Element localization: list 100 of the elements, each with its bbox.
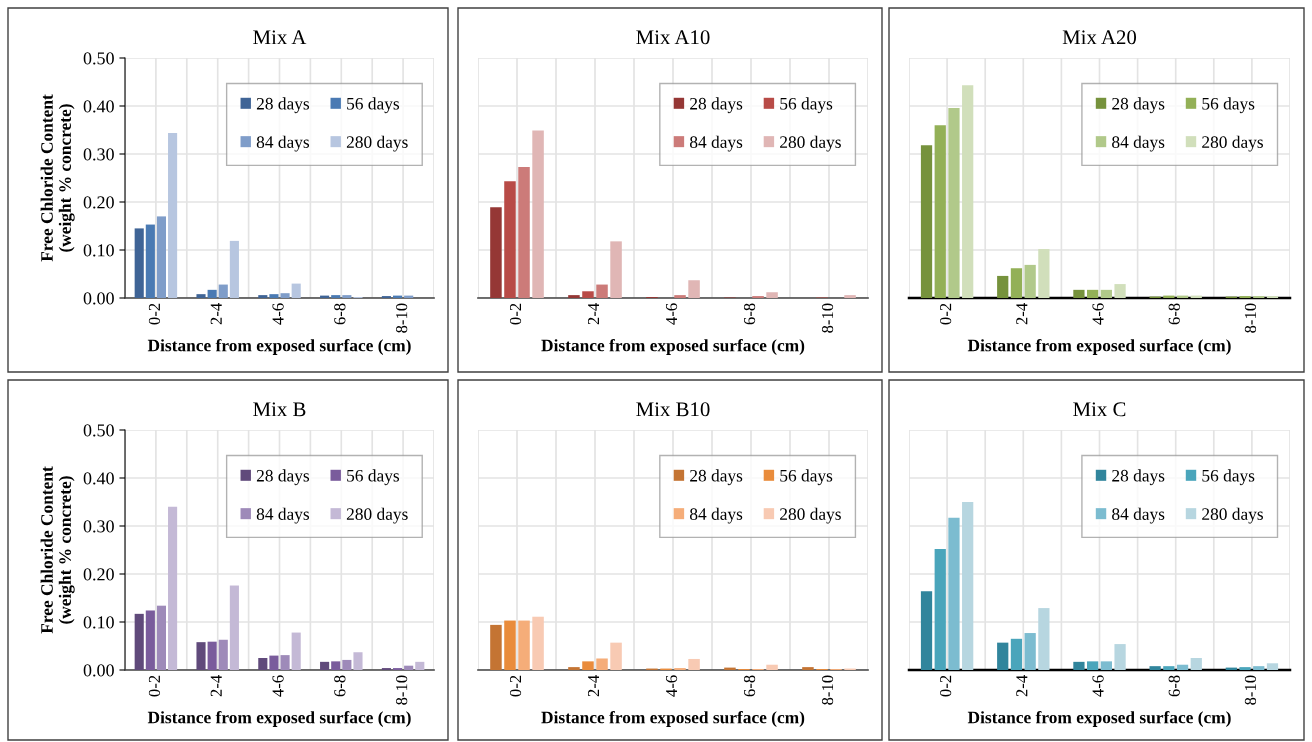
- x-tick-label: 8-10: [821, 675, 834, 705]
- bar: [610, 241, 622, 298]
- bar: [280, 655, 290, 670]
- bar: [532, 616, 544, 670]
- bar: [269, 294, 279, 298]
- x-tick-label: 6-8: [743, 303, 756, 325]
- x-tick-label: 6-8: [1168, 303, 1180, 325]
- legend-label: 28 days: [256, 97, 310, 114]
- bar: [134, 613, 144, 670]
- y-tick-label: 0.50: [83, 424, 114, 437]
- legend-label: 280 days: [346, 135, 408, 152]
- bar: [934, 549, 946, 670]
- bar: [1010, 268, 1023, 298]
- y-axis-title: Free Chloride Content (weight % concrete): [40, 466, 75, 634]
- bar: [518, 620, 530, 670]
- bar: [948, 517, 960, 670]
- bar: [596, 284, 608, 298]
- bar: [532, 130, 544, 298]
- legend-label: 280 days: [1202, 135, 1263, 152]
- bar: [1073, 289, 1085, 298]
- bar: [997, 275, 1009, 298]
- legend-label: 28 days: [1112, 97, 1165, 114]
- legend-label: 28 days: [1112, 469, 1165, 486]
- x-axis-title: Distance from exposed surface (cm): [541, 338, 805, 355]
- bar: [415, 661, 425, 670]
- bar: [1149, 666, 1161, 670]
- bar: [766, 664, 778, 670]
- bar: [1073, 661, 1085, 670]
- bar: [342, 659, 352, 670]
- x-tick-label: 8-10: [1244, 675, 1257, 705]
- bar: [962, 85, 974, 298]
- x-tick-label: 0-2: [509, 303, 522, 325]
- bar: [1024, 264, 1036, 298]
- x-tick-label: 2-4: [210, 303, 222, 325]
- bar: [207, 641, 217, 670]
- bar: [688, 658, 700, 670]
- y-axis-title: Free Chloride Content (weight % concrete): [40, 94, 75, 262]
- bar: [320, 661, 330, 670]
- bar: [258, 295, 268, 298]
- bar: [1266, 663, 1279, 670]
- x-tick-label: 8-10: [821, 303, 834, 333]
- bar: [1100, 661, 1112, 670]
- x-axis-title: Distance from exposed surface (cm): [541, 710, 805, 727]
- x-axis-title: Distance from exposed surface (cm): [967, 710, 1231, 727]
- legend-label: 56 days: [1202, 469, 1255, 486]
- y-tick-label: 0.00: [83, 292, 114, 305]
- legend-label: 56 days: [347, 469, 400, 486]
- bar: [218, 284, 228, 298]
- bar: [1100, 289, 1112, 298]
- x-tick-label: 2-4: [587, 675, 600, 697]
- bar: [1024, 633, 1036, 670]
- legend-label: 28 days: [256, 469, 310, 486]
- y-tick-label: 0.50: [83, 52, 114, 65]
- chart-title: Mix A: [253, 30, 307, 45]
- bar: [331, 295, 341, 298]
- x-tick-label: 0-2: [148, 303, 161, 325]
- y-tick-label: 0.40: [83, 100, 114, 113]
- bar: [196, 642, 206, 670]
- legend-label: 84 days: [256, 135, 310, 152]
- y-tick-label: 0.20: [83, 196, 114, 209]
- x-tick-label: 6-8: [743, 675, 756, 697]
- x-tick-label: 4-6: [1092, 675, 1104, 697]
- bar: [269, 655, 279, 670]
- bar: [997, 642, 1009, 670]
- bar: [844, 295, 856, 298]
- bar: [291, 283, 301, 298]
- bar: [1163, 666, 1175, 670]
- x-tick-label: 6-8: [334, 303, 346, 325]
- bar: [674, 295, 686, 298]
- y-tick-label: 0.10: [83, 244, 114, 257]
- bar: [229, 585, 239, 670]
- y-tick-label: 0.40: [83, 472, 114, 485]
- bar: [156, 605, 167, 670]
- bar: [504, 620, 516, 670]
- legend-label: 280 days: [780, 507, 841, 524]
- legend-label: 28 days: [690, 97, 743, 114]
- bar: [156, 216, 167, 298]
- bar: [145, 610, 155, 670]
- legend-label: 280 days: [346, 507, 408, 524]
- x-axis-title: Distance from exposed surface (cm): [967, 338, 1231, 355]
- x-tick-label: 0-2: [940, 303, 952, 325]
- x-tick-label: 8-10: [396, 675, 408, 705]
- bar: [404, 665, 414, 670]
- legend-label: 84 days: [1112, 135, 1165, 152]
- bar: [1038, 608, 1050, 670]
- x-tick-label: 4-6: [272, 303, 284, 325]
- bar: [962, 502, 974, 670]
- bar: [1087, 661, 1099, 670]
- y-tick-label: 0.20: [83, 568, 114, 581]
- bar: [342, 295, 352, 298]
- x-tick-label: 0-2: [940, 675, 952, 697]
- legend-label: 56 days: [1202, 97, 1255, 114]
- legend-label: 56 days: [780, 469, 833, 486]
- x-tick-label: 8-10: [1244, 303, 1257, 333]
- y-tick-label: 0.10: [83, 616, 114, 629]
- bar: [610, 642, 622, 670]
- x-tick-label: 2-4: [1016, 675, 1028, 697]
- x-axis-title: Distance from exposed surface (cm): [147, 338, 411, 355]
- bar: [688, 280, 700, 298]
- chart-title: Mix C: [1073, 402, 1126, 417]
